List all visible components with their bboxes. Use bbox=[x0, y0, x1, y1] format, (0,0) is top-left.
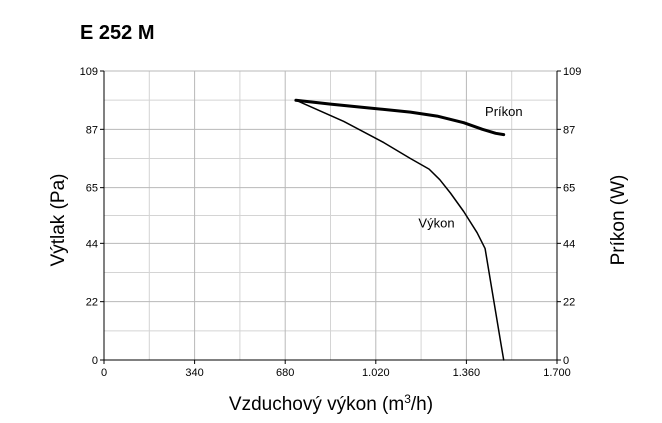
axis-layer bbox=[103, 71, 558, 361]
x-tick-label: 680 bbox=[276, 367, 294, 379]
x-tick-label: 340 bbox=[185, 367, 203, 379]
x-tick-label: 1.700 bbox=[543, 367, 571, 379]
x-tick-label: 0 bbox=[101, 367, 107, 379]
y-tick-label-right: 22 bbox=[563, 297, 575, 309]
x-axis-title-sup: 3 bbox=[404, 392, 411, 406]
y-tick-label-left: 109 bbox=[80, 66, 98, 78]
y-tick-label-left: 65 bbox=[86, 183, 98, 195]
y-tick-label-right: 0 bbox=[563, 355, 569, 367]
x-tick-label: 1.360 bbox=[453, 367, 481, 379]
y-tick-label-right: 65 bbox=[563, 183, 575, 195]
y-tick-label-right: 87 bbox=[563, 124, 575, 136]
y-axis-right-title: Príkon (W) bbox=[608, 175, 629, 266]
series-line-0 bbox=[294, 98, 506, 137]
y-tick-label-left: 87 bbox=[86, 124, 98, 136]
series-layer bbox=[294, 98, 506, 361]
series-label-layer: Príkon Výkon bbox=[418, 104, 522, 230]
x-tick-label: 1.020 bbox=[362, 367, 390, 379]
series-line-1 bbox=[295, 99, 505, 361]
x-axis-title: Vzduchový výkon (m3/h) bbox=[229, 392, 433, 415]
series-label-1: Výkon bbox=[418, 215, 454, 230]
x-axis-title-main: Vzduchový výkon (m bbox=[229, 394, 404, 415]
chart-title: E 252 M bbox=[80, 22, 154, 44]
y-tick-label-right: 109 bbox=[563, 66, 581, 78]
x-axis-title-suffix: /h) bbox=[411, 394, 433, 415]
series-label-0: Príkon bbox=[485, 104, 523, 119]
y-tick-label-left: 22 bbox=[86, 297, 98, 309]
y-tick-label-right: 44 bbox=[563, 238, 575, 250]
y-tick-label-left: 44 bbox=[86, 238, 98, 250]
y-tick-label-left: 0 bbox=[92, 355, 98, 367]
y-axis-left-title: Výtlak (Pa) bbox=[48, 174, 69, 267]
